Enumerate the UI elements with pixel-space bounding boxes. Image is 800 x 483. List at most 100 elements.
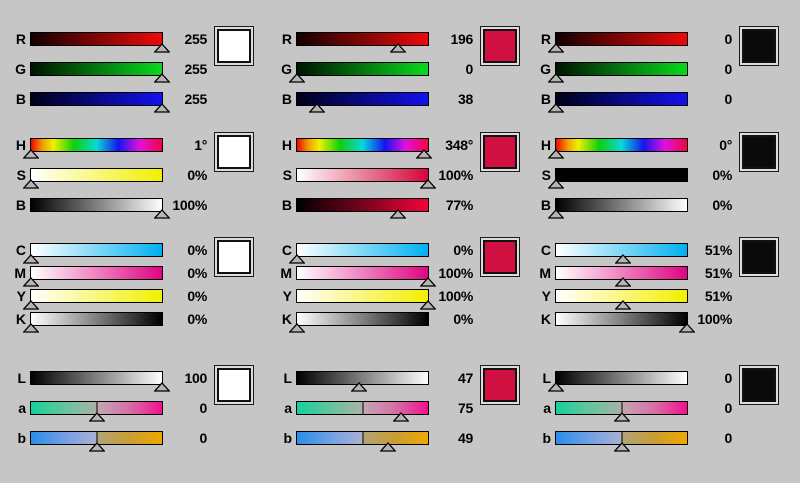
slider-track[interactable] <box>296 92 429 113</box>
color-swatch-fill <box>483 135 517 169</box>
slider-row-r: R 255 <box>10 31 266 53</box>
slider-thumb[interactable] <box>288 323 306 333</box>
color-swatch[interactable] <box>739 26 779 66</box>
slider-track[interactable] <box>288 62 429 83</box>
color-swatch[interactable] <box>480 237 520 277</box>
slider-thumb[interactable] <box>307 103 326 113</box>
slider-thumb[interactable] <box>612 442 631 452</box>
slider-track[interactable] <box>30 92 171 113</box>
slider-thumb[interactable] <box>153 382 171 392</box>
slider-track[interactable] <box>30 431 163 452</box>
slider-thumb[interactable] <box>419 300 437 310</box>
slider-track[interactable] <box>296 198 429 219</box>
slider-track[interactable] <box>547 198 688 219</box>
slider-thumb[interactable] <box>349 382 368 392</box>
color-swatch[interactable] <box>214 132 254 172</box>
color-swatch[interactable] <box>739 365 779 405</box>
slider-value: 100% <box>172 197 207 213</box>
slider-thumb[interactable] <box>22 300 40 310</box>
slider-track[interactable] <box>547 371 688 392</box>
slider-track[interactable] <box>547 138 688 159</box>
slider-thumb[interactable] <box>87 412 106 422</box>
color-swatch[interactable] <box>739 237 779 277</box>
slider-thumb[interactable] <box>379 442 397 452</box>
color-swatch[interactable] <box>480 26 520 66</box>
slider-track[interactable] <box>547 32 688 53</box>
slider-row-k: K 100% <box>535 311 791 333</box>
slider-thumb[interactable] <box>22 277 40 287</box>
color-swatch[interactable] <box>739 132 779 172</box>
slider-track[interactable] <box>296 401 429 422</box>
slider-track[interactable] <box>22 289 163 310</box>
slider-label: Y <box>541 288 551 304</box>
slider-track[interactable] <box>296 266 437 287</box>
slider-thumb[interactable] <box>547 73 565 83</box>
slider-track[interactable] <box>22 138 163 159</box>
slider-thumb[interactable] <box>392 412 410 422</box>
slider-thumb[interactable] <box>153 43 171 53</box>
slider-track[interactable] <box>555 266 688 287</box>
slider-track[interactable] <box>296 289 437 310</box>
slider-thumb[interactable] <box>153 73 171 83</box>
slider-thumb[interactable] <box>22 149 41 159</box>
slider-track[interactable] <box>288 243 429 264</box>
slider-label: b <box>17 430 26 446</box>
slider-track[interactable] <box>30 198 171 219</box>
slider-track[interactable] <box>30 401 163 422</box>
slider-track[interactable] <box>296 138 433 159</box>
slider-track[interactable] <box>296 32 429 53</box>
slider-thumb[interactable] <box>547 209 565 219</box>
slider-thumb[interactable] <box>419 179 437 189</box>
slider-thumb[interactable] <box>547 103 565 113</box>
slider-track[interactable] <box>22 168 163 189</box>
slider-track[interactable] <box>547 168 688 189</box>
slider-thumb[interactable] <box>22 179 40 189</box>
slider-track[interactable] <box>555 312 696 333</box>
slider-thumb[interactable] <box>614 254 632 264</box>
slider-track[interactable] <box>288 312 429 333</box>
color-swatch[interactable] <box>214 365 254 405</box>
slider-track[interactable] <box>30 32 171 53</box>
slider-thumb[interactable] <box>419 277 437 287</box>
slider-thumb[interactable] <box>547 179 565 189</box>
slider-track[interactable] <box>22 312 163 333</box>
slider-thumb[interactable] <box>389 43 407 53</box>
slider-thumb[interactable] <box>22 323 40 333</box>
slider-track[interactable] <box>547 92 688 113</box>
slider-label: L <box>283 370 292 386</box>
slider-track[interactable] <box>555 289 688 310</box>
slider-value: 0% <box>187 311 207 327</box>
slider-thumb[interactable] <box>614 277 632 287</box>
slider-thumb[interactable] <box>547 382 565 392</box>
color-swatch[interactable] <box>480 365 520 405</box>
slider-thumb[interactable] <box>612 412 631 422</box>
slider-thumb[interactable] <box>288 254 306 264</box>
slider-track[interactable] <box>22 266 163 287</box>
slider-track[interactable] <box>296 431 429 452</box>
slider-track[interactable] <box>30 371 171 392</box>
slider-thumb[interactable] <box>614 300 632 310</box>
slider-track[interactable] <box>555 431 688 452</box>
slider-thumb[interactable] <box>678 323 696 333</box>
slider-track[interactable] <box>22 243 163 264</box>
slider-thumb[interactable] <box>547 149 565 159</box>
slider-label: B <box>15 91 26 107</box>
slider-track[interactable] <box>296 371 429 392</box>
color-swatch[interactable] <box>214 26 254 66</box>
slider-track[interactable] <box>555 243 688 264</box>
slider-track[interactable] <box>547 62 688 83</box>
slider-thumb[interactable] <box>153 209 171 219</box>
slider-thumb[interactable] <box>288 73 306 83</box>
slider-thumb[interactable] <box>547 43 565 53</box>
slider-value: 100% <box>438 167 473 183</box>
slider-track[interactable] <box>555 401 688 422</box>
slider-thumb[interactable] <box>415 149 433 159</box>
slider-thumb[interactable] <box>389 209 407 219</box>
slider-thumb[interactable] <box>87 442 106 452</box>
color-swatch[interactable] <box>214 237 254 277</box>
slider-track[interactable] <box>30 62 171 83</box>
slider-thumb[interactable] <box>22 254 40 264</box>
slider-track[interactable] <box>296 168 437 189</box>
slider-thumb[interactable] <box>153 103 171 113</box>
color-swatch[interactable] <box>480 132 520 172</box>
